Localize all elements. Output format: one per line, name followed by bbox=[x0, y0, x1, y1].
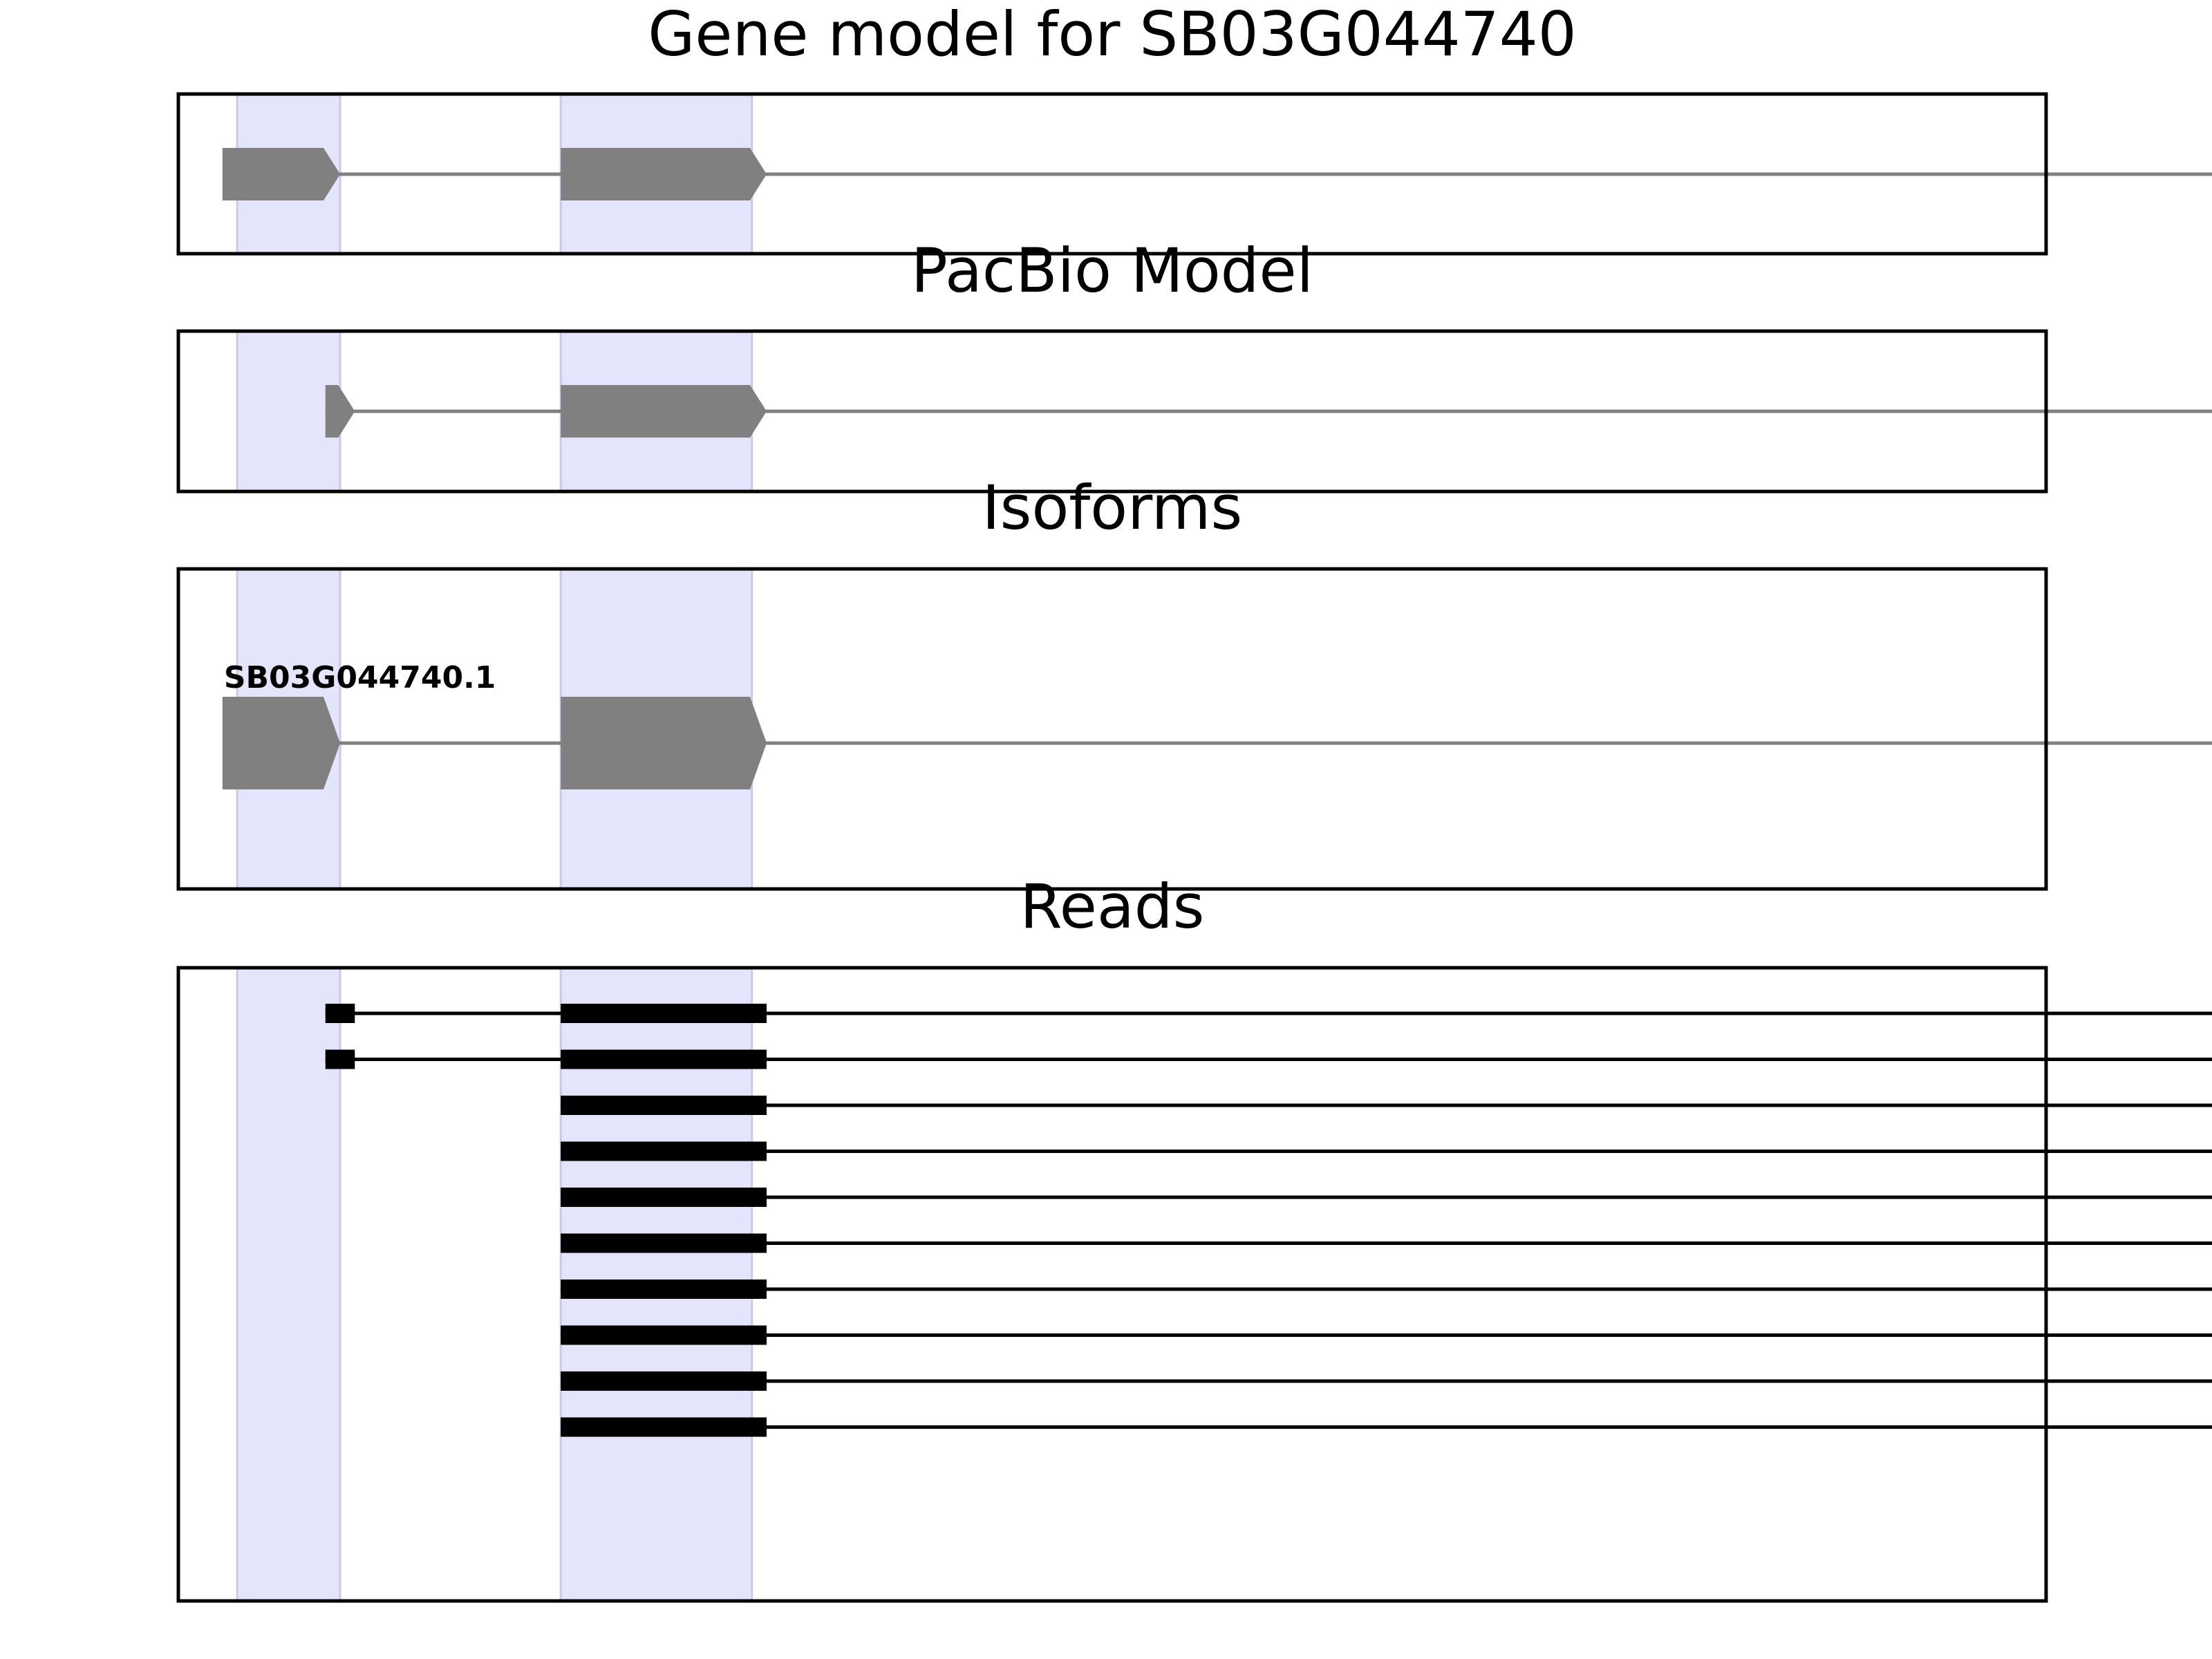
panel-title: Reads bbox=[1020, 871, 1205, 942]
panel-frame bbox=[176, 567, 2048, 891]
read-exon-block bbox=[561, 1325, 767, 1345]
read-row bbox=[561, 1141, 2212, 1161]
panel-model: PacBio Model bbox=[176, 235, 2212, 494]
panel-model: Gene model for SB03G044740 bbox=[176, 0, 2212, 256]
read-exon-block bbox=[561, 1004, 767, 1023]
read-exon-block bbox=[561, 1280, 767, 1299]
read-exon-block bbox=[561, 1371, 767, 1391]
panel-frame bbox=[176, 329, 2048, 494]
panel-frame bbox=[176, 92, 2048, 256]
read-row bbox=[325, 1049, 2212, 1069]
isoform-name-label: SB03G044740.1 bbox=[224, 660, 496, 695]
exon-arrow bbox=[325, 385, 355, 438]
panel-frame bbox=[176, 966, 2048, 1603]
panel-title: PacBio Model bbox=[911, 235, 1313, 306]
panel-title: Gene model for SB03G044740 bbox=[648, 0, 1577, 70]
read-row bbox=[561, 1371, 2212, 1391]
read-exon-block bbox=[561, 1096, 767, 1115]
exon-highlight-band bbox=[236, 966, 341, 1602]
panel-reads: Reads bbox=[176, 871, 2212, 1603]
read-row bbox=[561, 1417, 2212, 1437]
exon-arrow bbox=[561, 148, 767, 200]
exon-arrow bbox=[222, 148, 341, 200]
exon-highlight-band bbox=[236, 330, 341, 493]
read-row bbox=[561, 1233, 2212, 1253]
read-row bbox=[561, 1280, 2212, 1299]
read-exon-block bbox=[561, 1188, 767, 1207]
read-row bbox=[325, 1004, 2212, 1023]
panel-isoform: Isoforms SB03G044740.1 bbox=[176, 472, 2212, 891]
read-row bbox=[561, 1188, 2212, 1207]
read-exon-block bbox=[561, 1049, 767, 1069]
read-exon-block bbox=[561, 1141, 767, 1161]
read-exon-block bbox=[561, 1233, 767, 1253]
read-exon-block bbox=[325, 1049, 355, 1069]
panel-title: Isoforms bbox=[982, 472, 1243, 543]
exon-arrow bbox=[222, 697, 341, 789]
read-row bbox=[561, 1325, 2212, 1345]
read-exon-block bbox=[325, 1004, 355, 1023]
read-row bbox=[561, 1096, 2212, 1115]
read-exon-block bbox=[561, 1417, 767, 1437]
exon-arrow bbox=[561, 697, 767, 789]
exon-arrow bbox=[561, 385, 767, 438]
